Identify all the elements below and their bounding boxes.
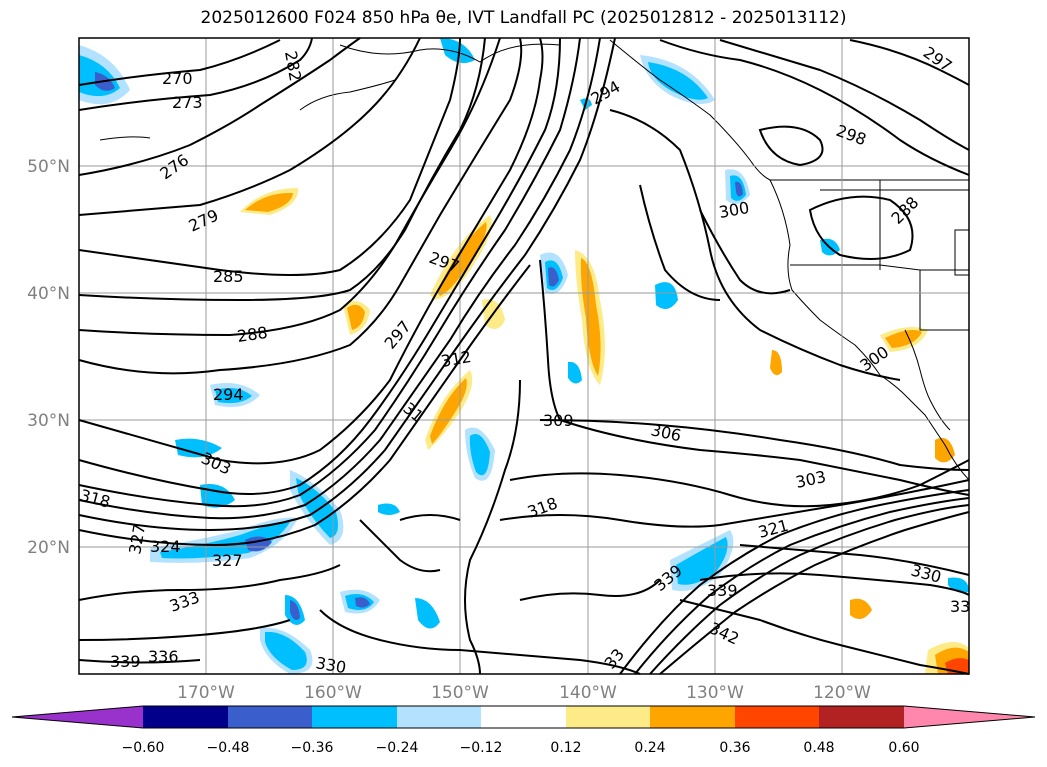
colorbar-tick: 0.48	[803, 740, 834, 756]
colorbar-extend-min	[12, 706, 143, 728]
contour-label: 273	[172, 93, 203, 112]
lon-label: 130°W	[686, 683, 744, 703]
colorbar-tick: 0.36	[719, 740, 750, 756]
colorbar-extend-max	[904, 706, 1035, 728]
colorbar-tick: −0.12	[460, 740, 503, 756]
lon-label: 160°W	[304, 683, 362, 703]
colorbar-segment	[481, 706, 566, 728]
contour-label: 336	[148, 647, 179, 666]
lon-label: 150°W	[431, 683, 489, 703]
theta-e-contours	[78, 37, 970, 675]
contour-label: 285	[213, 267, 244, 286]
colorbar-tick: −0.60	[122, 740, 165, 756]
colorbar-segment	[228, 706, 312, 728]
colorbar-tick: −0.36	[291, 740, 334, 756]
colorbar-tick: 0.60	[888, 740, 919, 756]
colorbar-segment	[143, 706, 228, 728]
contour-label: 33	[950, 597, 970, 616]
colorbar-segment	[566, 706, 650, 728]
latitude-labels: 50°N 40°N 30°N 20°N	[27, 157, 70, 558]
lat-label: 40°N	[27, 284, 70, 304]
contour-label: 309	[543, 411, 574, 430]
colorbar-tick: −0.48	[207, 740, 250, 756]
contour-label: 327	[212, 551, 243, 570]
colorbar-tick: −0.24	[376, 740, 419, 756]
contour-label: 324	[150, 537, 181, 556]
colorbar-segment	[312, 706, 397, 728]
contour-label: 294	[213, 385, 244, 404]
colorbar-tick: 0.12	[550, 740, 581, 756]
colorbar-tick: 0.24	[634, 740, 665, 756]
lon-label: 140°W	[559, 683, 617, 703]
longitude-labels: 170°W 160°W 150°W 140°W 130°W 120°W	[177, 683, 871, 703]
map-content: 270 273 276 279 285 288 294 303 318 327 …	[78, 37, 970, 677]
contour-label: 270	[162, 69, 193, 88]
colorbar-segment	[819, 706, 904, 728]
map-title: 2025012600 F024 850 hPa θe, IVT Landfall…	[200, 8, 847, 28]
positive-shading	[240, 188, 969, 674]
colorbar-segment	[735, 706, 819, 728]
colorbar-segment	[650, 706, 735, 728]
coastlines	[99, 39, 970, 481]
colorbar	[11, 705, 1036, 729]
lat-label: 30°N	[27, 411, 70, 431]
gridlines	[79, 38, 969, 674]
colorbar-outline	[11, 705, 1036, 729]
contour-label: 339	[110, 652, 141, 671]
lon-label: 170°W	[177, 683, 235, 703]
contour-label: 288	[236, 323, 269, 346]
contour-label: 339	[707, 581, 738, 600]
lat-label: 50°N	[27, 157, 70, 177]
lat-label: 20°N	[27, 538, 70, 558]
colorbar-segment	[397, 706, 481, 728]
colorbar-ticks: −0.60 −0.48 −0.36 −0.24 −0.12 0.12 0.24 …	[122, 740, 920, 756]
map-frame	[78, 37, 970, 675]
negative-shading	[79, 38, 969, 674]
lon-label: 120°W	[813, 683, 871, 703]
